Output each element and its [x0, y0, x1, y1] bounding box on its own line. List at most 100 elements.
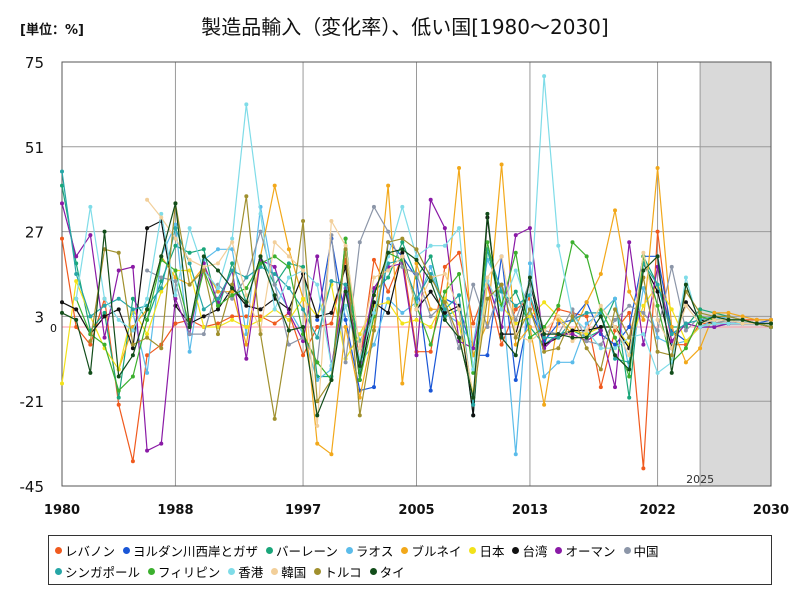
data-point [386, 310, 391, 315]
data-point [655, 282, 660, 287]
data-point [371, 342, 376, 347]
data-point [570, 314, 575, 319]
data-point [315, 378, 320, 382]
data-point [215, 321, 220, 326]
legend-item: 日本 [469, 541, 504, 560]
data-point [457, 293, 462, 298]
data-point [471, 321, 476, 326]
data-point [116, 374, 121, 379]
data-point [258, 314, 263, 319]
data-point [159, 346, 164, 351]
data-point [442, 243, 447, 248]
legend-label: ヨルダン川西岸とガザ [133, 544, 259, 559]
data-point [272, 282, 277, 287]
data-point [130, 307, 135, 312]
data-point [244, 194, 249, 199]
data-point [570, 240, 575, 245]
legend-item: ブルネイ [401, 541, 461, 560]
data-point [357, 363, 362, 368]
data-point [485, 296, 490, 301]
data-point [400, 247, 405, 252]
data-point [613, 208, 618, 213]
data-point [598, 367, 603, 372]
legend-row: シンガポール フィリピン 香港 韓国 トルコ タイ [55, 561, 765, 582]
data-point [315, 325, 320, 329]
data-point [655, 303, 660, 308]
legend-marker [55, 568, 62, 575]
legend-item: レバノン [55, 541, 115, 560]
data-point [173, 236, 178, 241]
data-point [272, 264, 277, 269]
data-point [272, 416, 277, 421]
data-point [442, 300, 447, 305]
x-tick-label: 2022 [639, 503, 675, 518]
data-point [513, 317, 518, 322]
data-point [201, 325, 206, 329]
data-point [655, 289, 660, 294]
data-point [400, 321, 405, 326]
data-point [187, 349, 192, 354]
data-point [513, 307, 518, 312]
data-point [215, 289, 220, 294]
data-point [301, 268, 306, 273]
data-point [598, 328, 603, 333]
data-point [499, 289, 504, 294]
data-point [627, 395, 632, 400]
data-point [102, 310, 107, 315]
data-point [655, 370, 660, 375]
data-point [428, 197, 433, 202]
data-point [613, 356, 618, 361]
data-point [442, 272, 447, 276]
data-point [499, 335, 504, 340]
data-point [584, 321, 589, 326]
data-point [598, 346, 603, 351]
data-point [343, 243, 348, 248]
legend-marker [123, 547, 131, 554]
data-point [414, 254, 419, 259]
data-point [230, 296, 235, 301]
data-point [683, 328, 688, 333]
data-point [315, 423, 320, 428]
data-point [513, 268, 518, 273]
data-point [627, 289, 632, 294]
data-point [542, 349, 547, 354]
data-point [145, 370, 150, 375]
data-point [613, 385, 618, 390]
plot-frame [61, 61, 772, 487]
data-point [769, 325, 773, 329]
data-point [414, 307, 419, 312]
data-point [60, 381, 64, 386]
data-point [159, 275, 164, 280]
data-point [712, 314, 717, 319]
data-point [669, 339, 674, 344]
data-point [641, 303, 646, 308]
data-point [471, 346, 476, 351]
data-point [329, 219, 334, 223]
data-point [343, 247, 348, 252]
data-point [428, 279, 433, 284]
data-point [130, 264, 135, 269]
data-point [556, 314, 561, 319]
legend-item: 中国 [623, 541, 659, 560]
data-point [215, 307, 220, 312]
y-tick-label: 75 [25, 54, 44, 72]
series-line [75, 75, 771, 374]
data-point [88, 342, 93, 347]
data-point [329, 452, 334, 457]
data-point [556, 346, 561, 351]
legend-marker [266, 547, 274, 554]
data-point [613, 342, 618, 347]
data-point [230, 293, 235, 298]
data-point [215, 268, 220, 273]
data-point [598, 272, 603, 276]
data-point [343, 289, 348, 294]
data-point [102, 229, 107, 234]
legend-marker [345, 547, 353, 554]
data-point [754, 317, 759, 322]
data-point [215, 303, 220, 308]
data-point [258, 261, 263, 266]
data-point [301, 264, 306, 269]
data-point [471, 370, 476, 375]
y-tick-label: -45 [20, 478, 45, 496]
data-point [74, 272, 79, 276]
